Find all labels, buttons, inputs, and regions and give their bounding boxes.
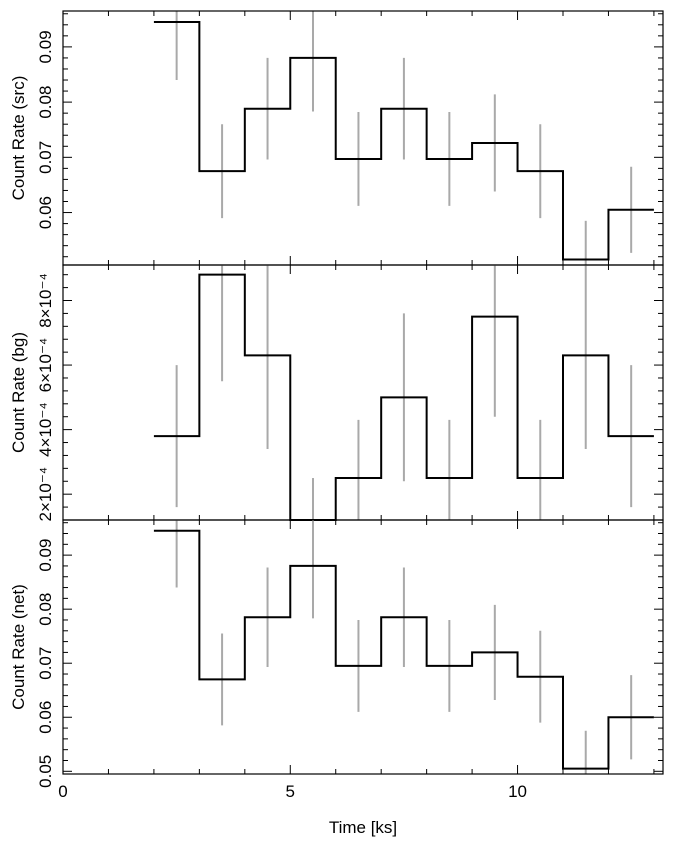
y-tick-label: 8×10⁻⁴ [36, 273, 55, 328]
x-axis-label: Time [ks] [329, 818, 397, 837]
x-tick-label: 5 [286, 782, 295, 801]
y-axis-label: Count Rate (bg) [9, 332, 28, 453]
panel-3: 0.05 0.06 0.07 0.08 0.09 Count Rate (net) 0 5 10… [9, 519, 664, 837]
x-tick-label: 10 [508, 782, 527, 801]
axes-frame [62, 519, 664, 775]
step-series-line [153, 529, 654, 770]
y-tick-label: 0.06 [36, 196, 55, 229]
axes-frame [62, 10, 664, 266]
y-tick-label: 0.06 [36, 701, 55, 734]
y-tick-label: 0.08 [36, 593, 55, 626]
y-tick-label: 0.07 [36, 647, 55, 680]
step-series-line [153, 273, 654, 521]
axes-frame [62, 264, 664, 521]
y-tick-label: 6×10⁻⁴ [36, 338, 55, 393]
panel-1: 0.06 0.07 0.08 0.09 Count Rate (src) [9, 10, 664, 266]
y-tick-label: 2×10⁻⁴ [36, 467, 55, 522]
x-tick-label: 0 [58, 782, 67, 801]
y-axis-label: Count Rate (src) [9, 76, 28, 201]
y-tick-label: 0.08 [36, 86, 55, 119]
y-axis-label: Count Rate (net) [9, 584, 28, 710]
y-tick-label: 0.07 [36, 141, 55, 174]
y-tick-label: 4×10⁻⁴ [36, 402, 55, 457]
step-series-line [153, 21, 654, 261]
y-tick-label: 0.09 [36, 30, 55, 63]
panel-2: 2×10⁻⁴ 4×10⁻⁴ 6×10⁻⁴ 8×10⁻⁴ Count Rate (bg) [9, 264, 664, 522]
y-tick-label: 0.05 [36, 755, 55, 788]
y-tick-label: 0.09 [36, 539, 55, 572]
